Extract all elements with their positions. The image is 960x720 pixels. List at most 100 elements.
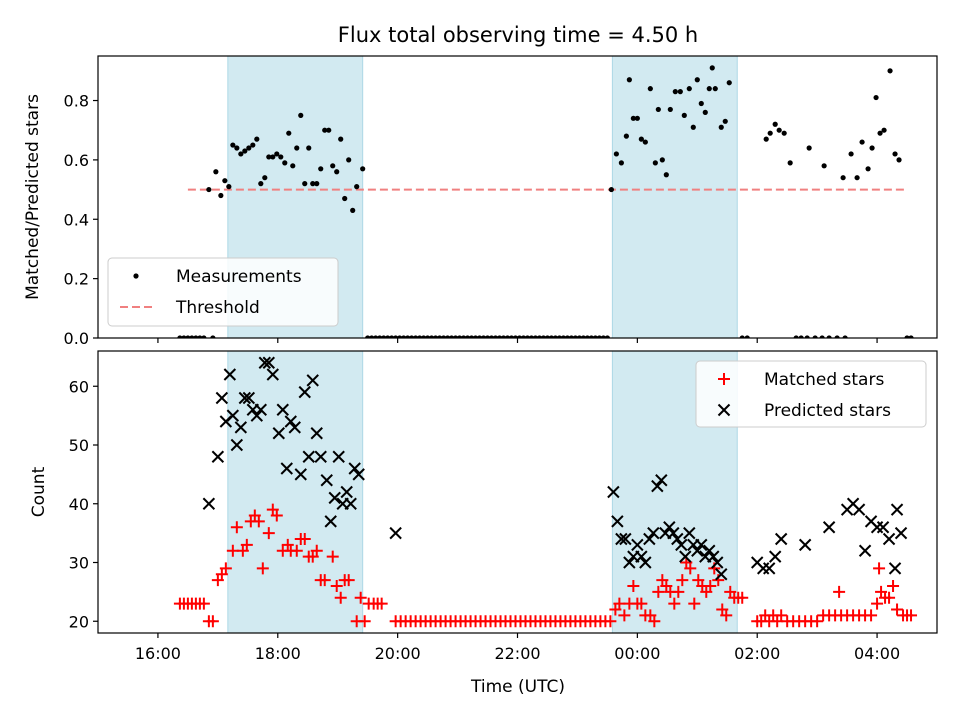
bottom-point-1-7-stroke-b [234, 421, 248, 434]
bottom-point-1-22-stroke-b [298, 385, 311, 399]
bottom-point-1-21 [294, 468, 307, 481]
bottom-point-1-25 [310, 427, 323, 440]
top-point-0-134 [722, 118, 728, 124]
bottom-point-1-45 [639, 556, 652, 569]
bottom-point-1-67-stroke-b [762, 562, 776, 575]
bottom-point-1-63-stroke-b [711, 556, 724, 569]
top-point-0-152 [806, 145, 812, 151]
bottom-point-1-11 [250, 409, 264, 422]
top-point-0-34 [314, 181, 320, 187]
top-point-0-43 [350, 207, 356, 213]
top-point-0-140 [772, 121, 778, 127]
bottom-point-1-37-stroke-b [607, 485, 620, 499]
top-legend-entry-0: Measurements [133, 267, 302, 287]
bottom-point-0-40 [354, 591, 367, 604]
top-point-0-51 [385, 335, 391, 338]
top-legend-entry-1: Threshold [120, 298, 260, 318]
bottom-xtick-label-6: 04:00 [854, 644, 900, 663]
top-point-0-89 [536, 335, 543, 338]
bottom-point-1-59 [695, 538, 708, 552]
top-point-0-29 [294, 145, 300, 151]
bottom-point-1-36 [389, 526, 402, 540]
bottom-point-0-143 [865, 609, 878, 622]
bottom-point-1-38-stroke-b [611, 515, 624, 528]
bottom-point-1-26-stroke-b [314, 450, 327, 463]
bottom-point-0-149 [891, 603, 904, 616]
bottom-point-1-16-stroke-b [272, 427, 285, 440]
x-axis-label: Time (UTC) [470, 677, 565, 697]
bottom-point-1-5-stroke-b [226, 409, 240, 422]
bottom-point-0-100 [652, 585, 665, 598]
bottom-point-0-121 [736, 591, 749, 604]
bottom-point-1-43-stroke-b [631, 538, 644, 552]
bottom-point-1-44 [635, 550, 648, 563]
top-point-0-62 [429, 335, 435, 338]
top-point-0-131 [709, 65, 715, 71]
bottom-point-1-33 [344, 497, 357, 510]
top-point-0-49 [377, 335, 383, 338]
bottom-point-1-58 [691, 544, 704, 557]
bottom-point-1-16 [272, 427, 285, 440]
bottom-point-1-32-stroke-b [340, 485, 353, 499]
bottom-point-1-15 [266, 368, 279, 381]
top-point-0-96 [564, 335, 571, 338]
top-point-0-67 [448, 335, 455, 338]
bottom-point-1-6 [230, 438, 244, 452]
top-point-0-98 [572, 335, 579, 338]
bottom-legend-entry-1: Predicted stars [717, 401, 891, 421]
bottom-point-0-94 [627, 580, 640, 592]
bottom-point-1-43 [631, 538, 644, 552]
top-point-0-86 [524, 335, 531, 338]
top-point-0-133 [718, 124, 724, 130]
bottom-point-1-46 [643, 532, 656, 546]
top-point-0-119 [659, 157, 665, 163]
bottom-point-1-19 [284, 415, 297, 428]
top-point-0-71 [464, 335, 471, 338]
bottom-point-0-18 [252, 515, 265, 528]
top-point-0-78 [492, 335, 499, 338]
top-point-0-115 [642, 139, 648, 145]
bottom-point-1-41-stroke-b [623, 556, 636, 569]
bottom-xtick-label-0: 16:00 [135, 644, 181, 663]
bottom-point-1-69 [774, 532, 788, 546]
bottom-point-1-80-stroke-b [888, 562, 902, 575]
top-point-0-127 [694, 77, 700, 83]
bottom-point-1-5 [226, 409, 240, 422]
top-point-0-154 [840, 175, 846, 181]
top-point-0-112 [630, 115, 636, 121]
bottom-point-1-63 [711, 556, 724, 569]
bottom-point-1-26 [314, 450, 327, 463]
top-point-0-92 [548, 335, 555, 338]
bottom-point-1-2-stroke-b [215, 391, 229, 405]
bottom-point-1-53-stroke-b [671, 532, 684, 546]
top-point-0-60 [421, 335, 427, 338]
bottom-point-0-89 [604, 615, 617, 628]
top-point-0-124 [681, 112, 687, 118]
bottom-point-0-45 [375, 597, 388, 610]
bottom-point-0-33 [318, 574, 331, 587]
bottom-point-1-62-stroke-b [707, 550, 720, 563]
top-point-0-79 [496, 335, 503, 338]
top-point-0-47 [369, 335, 375, 338]
top-point-0-21 [262, 175, 268, 181]
top-point-0-19 [254, 136, 260, 142]
top-point-0-157 [859, 139, 865, 145]
top-ytick-label-3: 0.6 [64, 151, 89, 170]
top-point-0-136 [739, 335, 745, 338]
top-point-0-81 [504, 335, 511, 338]
top-point-0-80 [500, 335, 507, 338]
bottom-point-1-29-stroke-b [328, 491, 341, 505]
top-point-0-53 [393, 335, 399, 338]
bottom-point-1-1 [211, 450, 225, 463]
top-point-0-144 [793, 335, 799, 338]
bottom-point-1-22 [298, 385, 311, 399]
bottom-point-1-24 [306, 374, 319, 387]
bottom-point-1-13-stroke-b [258, 356, 272, 369]
top-point-0-39 [334, 169, 340, 175]
top-point-0-141 [776, 127, 782, 133]
bottom-point-1-61 [703, 544, 716, 557]
top-ytick-label-0: 0.0 [64, 329, 89, 348]
top-point-0-50 [381, 335, 387, 338]
top-point-0-76 [484, 335, 491, 338]
